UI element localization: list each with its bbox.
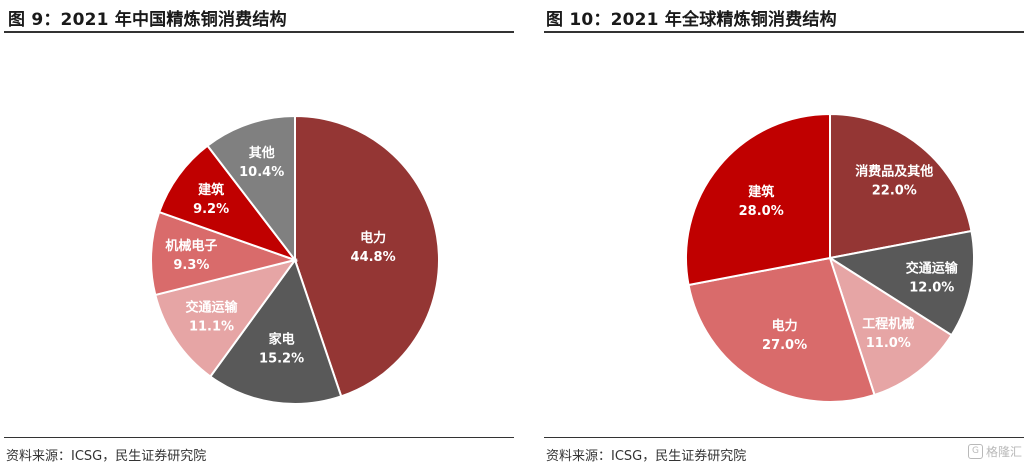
- figure-10-source: 资料来源：ICSG，民生证券研究院: [546, 449, 747, 464]
- slice-value-label: 27.0%: [762, 338, 807, 353]
- slice-label: 电力: [772, 318, 798, 334]
- figure-9-title: 图 9：2021 年中国精炼铜消费结构: [8, 10, 287, 30]
- slice-value-label: 22.0%: [872, 183, 917, 198]
- pie-slice: [828, 255, 953, 397]
- slice-value-label: 10.4%: [239, 165, 284, 180]
- slice-label: 交通运输: [906, 260, 959, 276]
- title-rule: [544, 31, 1024, 33]
- slice-label: 消费品及其他: [855, 163, 933, 179]
- watermark-text: 格隆汇: [985, 445, 1022, 459]
- pie-slice: [154, 258, 298, 378]
- china-copper-consumption-panel: 图 9：2021 年中国精炼铜消费结构 电力 44.8% 家电 15.2% 交通运输 11…: [4, 10, 514, 464]
- pie-slice: [157, 144, 298, 263]
- slice-value-label: 15.2%: [259, 351, 304, 366]
- slice-label: 建筑: [748, 184, 774, 200]
- slice-value-label: 11.0%: [866, 336, 911, 351]
- title-rule: [4, 31, 514, 33]
- pie-slice: [150, 210, 299, 297]
- china-consumption-pie-chart: 电力 44.8% 家电 15.2% 交通运输 11.1% 机械电子 9.3% 建筑 9.2% 其他 1…: [150, 114, 440, 405]
- watermark: G 格隆汇: [967, 443, 1022, 460]
- slice-label: 机械电子: [165, 238, 217, 254]
- pie-slice: [206, 114, 296, 263]
- pie-slice: [687, 256, 876, 403]
- figure-10-title: 图 10：2021 年全球精炼铜消费结构: [546, 10, 837, 30]
- slice-value-label: 11.1%: [189, 319, 234, 334]
- source-rule: [4, 437, 514, 438]
- figure-9-source: 资料来源：ICSG，民生证券研究院: [6, 449, 207, 464]
- slice-label: 交通运输: [185, 299, 238, 315]
- slice-label: 建筑: [198, 182, 224, 198]
- g-logo-icon: G: [967, 444, 983, 459]
- slice-label: 工程机械: [862, 316, 914, 332]
- source-rule: [544, 437, 1024, 438]
- slice-label: 家电: [269, 331, 295, 347]
- slice-label: 电力: [360, 230, 386, 246]
- slice-value-label: 28.0%: [739, 204, 784, 219]
- pie-slice: [208, 257, 343, 405]
- global-copper-consumption-panel: 图 10：2021 年全球精炼铜消费结构 消费品及其他 22.0% 交通运输 12.0…: [540, 0, 1028, 467]
- slice-value-label: 9.2%: [193, 202, 229, 217]
- slice-value-label: 12.0%: [909, 280, 954, 295]
- pie-slice: [829, 112, 973, 260]
- slice-value-label: 9.3%: [173, 258, 209, 273]
- slice-label: 其他: [249, 145, 275, 161]
- pie-slice: [294, 114, 440, 398]
- pie-slice: [827, 229, 975, 337]
- slice-value-label: 44.8%: [351, 250, 396, 265]
- global-consumption-pie-chart: 消费品及其他 22.0% 交通运输 12.0% 工程机械 11.0% 电力 27.0% 建筑 28…: [685, 112, 975, 403]
- pie-slice: [685, 112, 831, 287]
